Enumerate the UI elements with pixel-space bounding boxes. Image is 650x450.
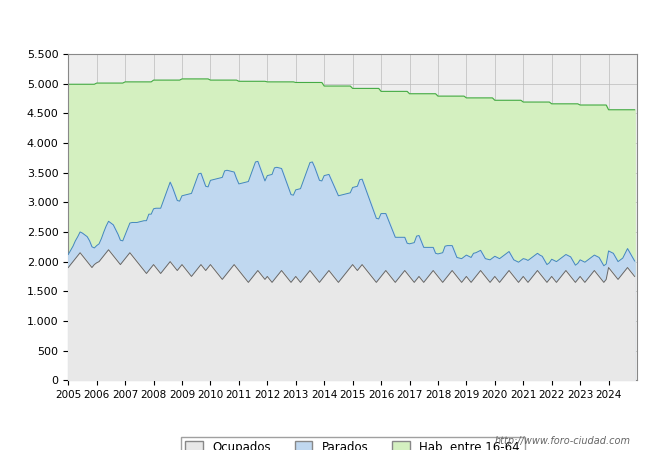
Legend: Ocupados, Parados, Hab. entre 16-64: Ocupados, Parados, Hab. entre 16-64 <box>181 436 525 450</box>
Text: http://www.foro-ciudad.com: http://www.foro-ciudad.com <box>495 436 630 446</box>
Text: Cazorla - Evolucion de la poblacion en edad de Trabajar Noviembre de 2024: Cazorla - Evolucion de la poblacion en e… <box>86 19 564 32</box>
